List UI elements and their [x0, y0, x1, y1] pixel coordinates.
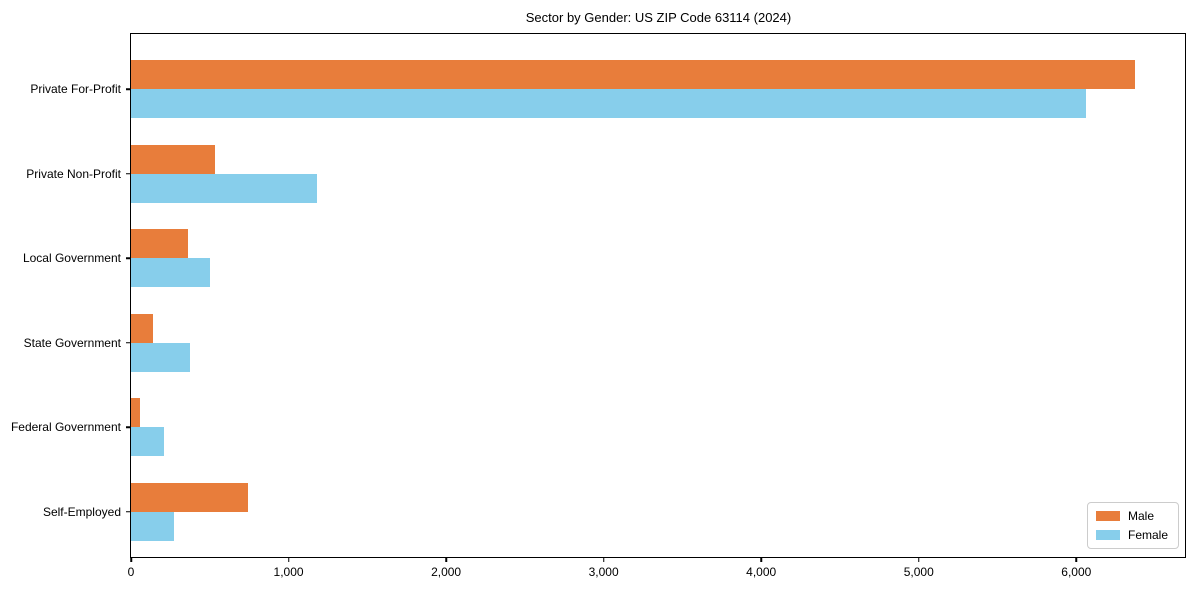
bar-female: [131, 258, 210, 287]
y-axis-tick: [126, 510, 131, 513]
x-axis-tick: [445, 557, 447, 562]
x-axis-tick-label: 5,000: [903, 565, 934, 579]
x-axis-tick-label: 1,000: [273, 565, 304, 579]
x-axis-tick-label: 3,000: [588, 565, 619, 579]
x-axis-tick: [287, 557, 290, 562]
y-axis-label: State Government: [23, 335, 121, 350]
chart-title: Sector by Gender: US ZIP Code 63114 (202…: [525, 10, 792, 25]
bar-female: [131, 89, 1086, 118]
x-axis-tick: [760, 557, 762, 562]
y-axis-tick: [126, 426, 131, 428]
legend-item: Female: [1095, 528, 1168, 542]
bar-group: State Government: [24, 313, 1185, 372]
bar-male: [131, 482, 249, 512]
x-axis-tick-label: 0: [127, 565, 135, 579]
y-axis-tick: [126, 341, 131, 344]
x-axis-tick: [917, 557, 920, 562]
legend: Male Female: [1086, 502, 1179, 549]
bar-female: [131, 511, 175, 541]
x-axis-tick: [1075, 557, 1078, 562]
x-axis-tick: [130, 557, 132, 562]
y-axis-label: Federal Government: [10, 420, 121, 434]
y-axis-label: Local Government: [22, 251, 121, 265]
x-axis-tick-label: 4,000: [746, 565, 777, 579]
x-axis-tick-label: 6,000: [1061, 565, 1092, 579]
legend-item: Male: [1095, 509, 1168, 523]
bar-group: Private Non-Profit: [26, 144, 1185, 203]
bar-male: [131, 398, 140, 427]
y-axis-label: Private For-Profit: [30, 82, 121, 96]
bar-male: [131, 313, 154, 343]
plot-area: Male Female Private For-Profit Private Non…: [11, 33, 1186, 579]
x-axis-tick: [602, 557, 605, 562]
legend-label: Female: [1127, 528, 1168, 542]
y-axis-tick: [126, 257, 131, 259]
bar-female: [131, 427, 165, 456]
y-axis-label: Private Non-Profit: [26, 166, 121, 181]
y-axis-tick: [126, 88, 131, 90]
bar-male: [131, 229, 188, 258]
bar-group: Federal Government: [11, 398, 1185, 456]
legend-swatch-female: [1095, 530, 1120, 540]
x-axis-tick-label: 2,000: [431, 565, 462, 579]
bar-group: Private For-Profit: [30, 60, 1185, 118]
bar-male: [131, 60, 1135, 89]
bar-group: Self-Employed: [43, 482, 1185, 541]
bar-female: [131, 342, 191, 372]
legend-swatch-male: [1095, 511, 1120, 521]
bar-male: [131, 144, 215, 174]
bar-female: [131, 173, 317, 203]
bar-group: Local Government: [23, 229, 1185, 287]
y-axis-tick: [126, 172, 131, 175]
y-axis-label: Self-Employed: [42, 504, 121, 519]
legend-label: Male: [1127, 509, 1154, 523]
